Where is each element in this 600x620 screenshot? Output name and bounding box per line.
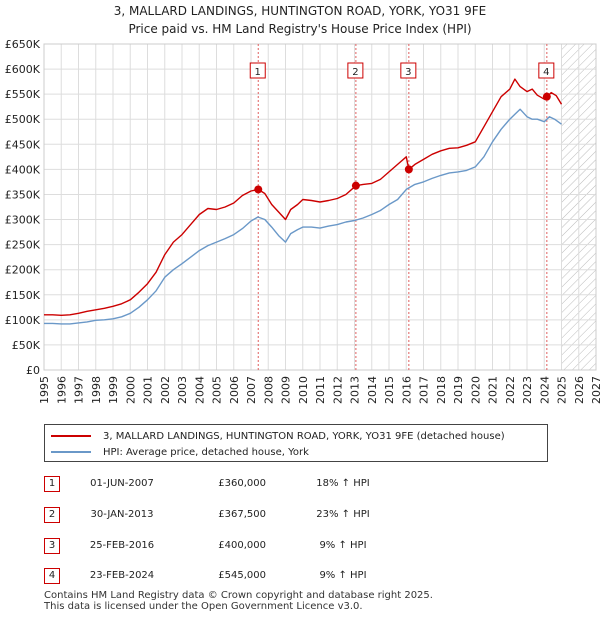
sale-point (542, 92, 551, 101)
x-tick-label: 2010 (297, 376, 310, 404)
y-tick-label: £150K (5, 289, 41, 302)
x-tick-label: 2020 (469, 376, 482, 404)
x-tick-label: 2013 (349, 376, 362, 404)
x-tick-label: 1999 (107, 376, 120, 404)
property-price-line (44, 78, 563, 316)
transaction-price: £400,000 (218, 540, 266, 551)
x-tick-label: 2014 (366, 376, 379, 404)
y-tick-label: £250K (5, 239, 41, 252)
x-tick-label: 2022 (504, 376, 517, 404)
legend-label-hpi: HPI: Average price, detached house, York (103, 446, 309, 458)
transaction-row: 2 30-JAN-2013 £367,500 23% ↑ HPI (0, 507, 600, 525)
x-tick-label: 2026 (573, 376, 586, 404)
y-tick-label: £350K (5, 188, 41, 201)
x-tick-label: 2015 (383, 376, 396, 404)
x-tick-label: 2002 (159, 376, 172, 404)
footer-copyright: Contains HM Land Registry data © Crown c… (44, 590, 433, 601)
sale-point (351, 181, 360, 190)
transaction-row: 1 01-JUN-2007 £360,000 18% ↑ HPI (0, 476, 600, 494)
plot-border (43, 43, 597, 371)
legend: 3, MALLARD LANDINGS, HUNTINGTON ROAD, YO… (44, 424, 548, 462)
transaction-hpi-diff: 18% ↑ HPI (316, 478, 370, 489)
transaction-number-badge: 1 (44, 476, 60, 492)
x-tick-label: 2017 (418, 376, 431, 404)
footer-licence: This data is licensed under the Open Gov… (44, 601, 363, 612)
x-tick-label: 2016 (400, 376, 413, 404)
transaction-date: 01-JUN-2007 (90, 478, 154, 489)
transaction-date: 23-FEB-2024 (89, 570, 155, 581)
footer: Contains HM Land Registry data © Crown c… (44, 590, 433, 612)
y-tick-label: £600K (5, 63, 41, 76)
x-tick-label: 2005 (211, 376, 224, 404)
y-tick-label: £50K (12, 339, 41, 352)
y-tick-label: £0 (26, 364, 40, 377)
transaction-number-badge: 3 (44, 538, 60, 554)
x-tick-label: 1995 (38, 376, 51, 404)
x-tick-label: 2011 (314, 376, 327, 404)
x-tick-label: 2023 (521, 376, 534, 404)
legend-label-property: 3, MALLARD LANDINGS, HUNTINGTON ROAD, YO… (103, 430, 505, 442)
x-tick-label: 2009 (280, 376, 293, 404)
sale-point (404, 165, 413, 174)
x-tick-label: 2027 (590, 376, 600, 404)
chart-title: 3, MALLARD LANDINGS, HUNTINGTON ROAD, YO… (113, 4, 487, 18)
sale-marker-box (249, 62, 266, 79)
legend-swatch-property (51, 435, 91, 437)
transaction-hpi-diff: 9% ↑ HPI (319, 540, 367, 551)
legend-item-hpi: HPI: Average price, detached house, York (51, 444, 309, 460)
x-tick-label: 2024 (538, 376, 551, 404)
sale-marker-label: 1 (255, 67, 261, 78)
hpi-line (44, 108, 562, 325)
transaction-date: 30-JAN-2013 (90, 509, 154, 520)
legend-swatch-hpi (51, 451, 91, 453)
sale-marker-label: 4 (543, 67, 549, 78)
x-tick-label: 1996 (55, 376, 68, 404)
x-tick-label: 2006 (228, 376, 241, 404)
transaction-price: £367,500 (218, 509, 266, 520)
y-tick-label: £450K (5, 138, 41, 151)
y-tick-label: £550K (5, 88, 41, 101)
x-tick-label: 2019 (452, 376, 465, 404)
x-tick-label: 1998 (90, 376, 103, 404)
sale-marker-label: 3 (405, 67, 411, 78)
x-tick-label: 2003 (176, 376, 189, 404)
legend-item-property: 3, MALLARD LANDINGS, HUNTINGTON ROAD, YO… (51, 428, 505, 444)
transaction-row: 3 25-FEB-2016 £400,000 9% ↑ HPI (0, 538, 600, 556)
x-tick-label: 1997 (73, 376, 86, 404)
y-tick-label: £300K (5, 214, 41, 227)
x-tick-label: 2004 (193, 376, 206, 404)
x-tick-label: 2008 (262, 376, 275, 404)
chart-subtitle: Price paid vs. HM Land Registry's House … (128, 22, 472, 36)
transaction-price: £360,000 (218, 478, 266, 489)
transaction-price: £545,000 (218, 570, 266, 581)
x-tick-label: 2007 (245, 376, 258, 404)
y-tick-label: £100K (5, 314, 41, 327)
transaction-number-badge: 4 (44, 568, 60, 584)
transaction-hpi-diff: 9% ↑ HPI (319, 570, 367, 581)
transaction-date: 25-FEB-2016 (89, 540, 155, 551)
y-tick-label: £400K (5, 163, 41, 176)
y-tick-label: £200K (5, 264, 41, 277)
sale-point (254, 185, 263, 194)
sale-marker-box (347, 62, 364, 79)
price-chart: £0 £50K £100K £150K £200K £250K £300K £350K £400… (5, 38, 600, 404)
x-tick-label: 2021 (487, 376, 500, 404)
transaction-row: 4 23-FEB-2024 £545,000 9% ↑ HPI (0, 568, 600, 586)
transaction-number-badge: 2 (44, 507, 60, 523)
x-tick-label: 2000 (124, 376, 137, 404)
sale-marker-label: 2 (352, 67, 358, 78)
x-tick-label: 2012 (331, 376, 344, 404)
sale-marker-box (400, 62, 417, 79)
y-tick-label: £500K (5, 113, 41, 126)
x-tick-label: 2001 (142, 376, 155, 404)
x-tick-label: 2018 (435, 376, 448, 404)
y-tick-label: £650K (5, 38, 41, 51)
x-tick-label: 2025 (556, 376, 569, 404)
sale-marker-box (538, 62, 555, 79)
transaction-hpi-diff: 23% ↑ HPI (316, 509, 370, 520)
